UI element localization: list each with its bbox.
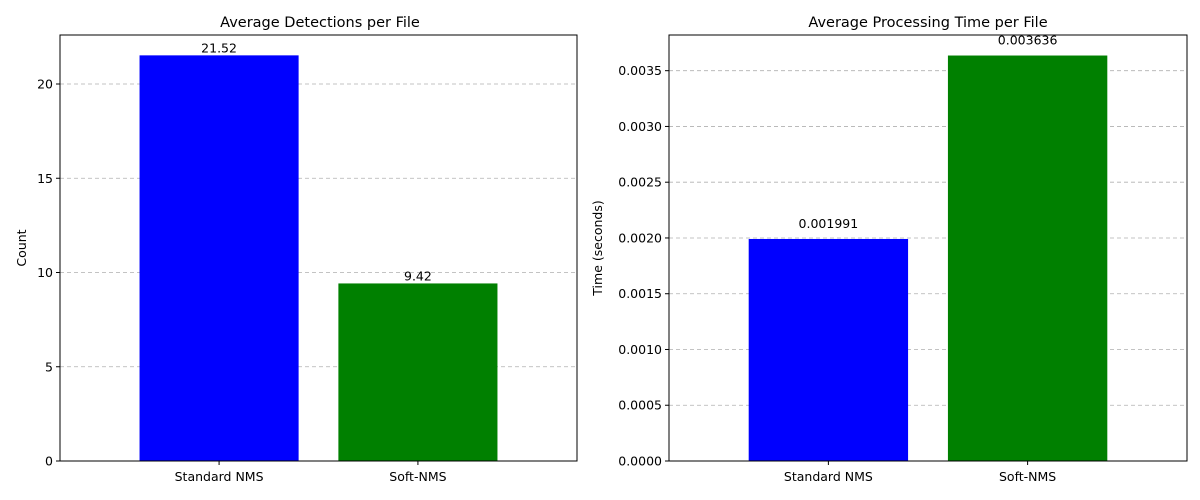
processing-time-chart: Average Processing Time per File 0.00199… bbox=[590, 15, 1188, 484]
x-tick-label: Standard NMS bbox=[784, 469, 873, 484]
y-tick-label: 0.0005 bbox=[618, 398, 662, 413]
data-labels: 21.52 9.42 bbox=[201, 40, 432, 283]
y-axis-label: Time (seconds) bbox=[590, 200, 605, 296]
chart-title: Average Detections per File bbox=[220, 15, 420, 31]
chart-title: Average Processing Time per File bbox=[808, 15, 1047, 31]
y-ticks: 0 5 10 15 20 bbox=[37, 77, 60, 469]
y-axis-label: Count bbox=[14, 229, 29, 266]
bars bbox=[748, 55, 1108, 461]
y-tick-label: 0 bbox=[45, 454, 53, 469]
data-label: 9.42 bbox=[404, 268, 432, 283]
y-tick-label: 0.0000 bbox=[618, 454, 662, 469]
y-tick-label: 0.0015 bbox=[618, 286, 662, 301]
y-tick-label: 15 bbox=[37, 171, 53, 186]
y-tick-label: 0.0030 bbox=[618, 119, 662, 134]
y-tick-label: 0.0010 bbox=[618, 342, 662, 357]
y-tick-label: 20 bbox=[37, 77, 53, 92]
grid-lines bbox=[60, 83, 577, 368]
x-ticks: Standard NMS Soft-NMS bbox=[175, 461, 447, 484]
y-tick-label: 10 bbox=[37, 265, 53, 280]
data-labels: 0.001991 0.003636 bbox=[799, 33, 1058, 231]
bar bbox=[139, 55, 299, 462]
bar bbox=[748, 238, 909, 461]
y-tick-label: 0.0035 bbox=[618, 63, 662, 78]
x-tick-label: Standard NMS bbox=[175, 469, 264, 484]
bar bbox=[947, 55, 1108, 461]
bar bbox=[338, 283, 498, 461]
x-tick-label: Soft-NMS bbox=[999, 469, 1056, 484]
plot-frame bbox=[668, 34, 1188, 462]
grid-lines bbox=[669, 70, 1187, 406]
y-tick-label: 0.0025 bbox=[618, 175, 662, 190]
y-tick-label: 0.0020 bbox=[618, 230, 662, 245]
detections-chart: Average Detections per File 21.52 9.42 0 5… bbox=[14, 15, 578, 484]
y-ticks: 0.0000 0.0005 0.0010 0.0015 0.0020 0.0025 0.00… bbox=[618, 63, 669, 469]
data-label: 21.52 bbox=[201, 40, 237, 55]
plot-frame bbox=[59, 34, 578, 462]
x-ticks: Standard NMS Soft-NMS bbox=[784, 461, 1056, 484]
data-label: 0.001991 bbox=[799, 216, 859, 231]
x-tick-label: Soft-NMS bbox=[389, 469, 446, 484]
y-tick-label: 5 bbox=[45, 359, 53, 374]
bars bbox=[139, 55, 498, 462]
data-label: 0.003636 bbox=[998, 33, 1058, 48]
